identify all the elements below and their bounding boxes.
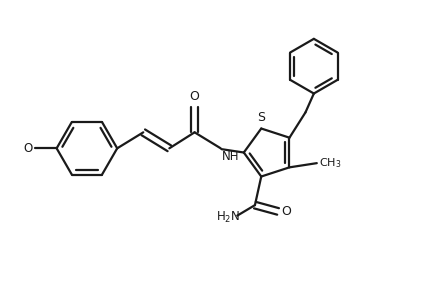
Text: CH$_3$: CH$_3$ [319, 156, 341, 170]
Text: O: O [23, 142, 32, 155]
Text: H$_2$N: H$_2$N [216, 210, 240, 225]
Text: O: O [189, 90, 200, 103]
Text: S: S [257, 111, 265, 124]
Text: O: O [281, 205, 291, 218]
Text: NH: NH [222, 150, 240, 163]
